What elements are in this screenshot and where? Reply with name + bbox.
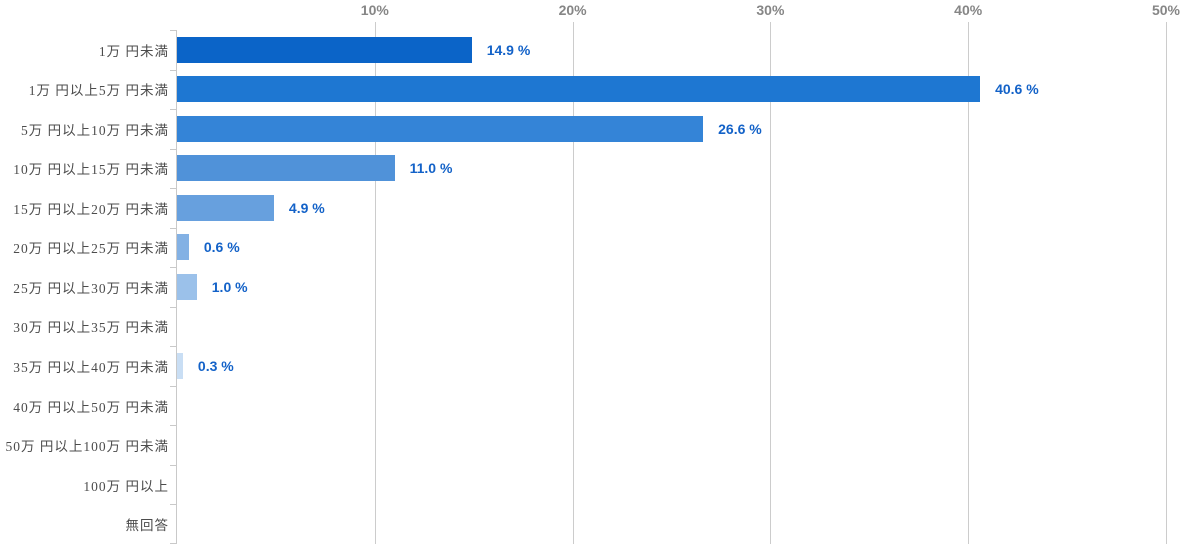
bar — [177, 273, 197, 300]
bar — [177, 155, 395, 182]
value-label: 11.0 % — [409, 160, 453, 177]
bar — [177, 76, 981, 103]
category-label: 30万 円以上35万 円未満 — [13, 320, 169, 336]
bar-row: 40万 円以上50万 円未満 — [13, 385, 1166, 426]
value-label: 0.6 % — [203, 239, 240, 256]
bar — [177, 353, 183, 380]
bar-row: 1万 円未満 14.9 % — [99, 30, 1166, 70]
category-label: 1万 円以上5万 円未満 — [28, 83, 169, 99]
category-label: 25万 円以上30万 円未満 — [13, 280, 169, 296]
value-label: 40.6 % — [995, 81, 1039, 98]
bar — [177, 36, 472, 63]
bar-rows: 1万 円未満 14.9 % 1万 円以上5万 円未満 40.6 % 5万 円以上… — [6, 30, 1166, 544]
gridline — [968, 22, 970, 544]
x-axis-tick-label: 30% — [756, 2, 785, 18]
category-label: 10万 円以上15万 円未満 — [13, 162, 169, 178]
category-label: 無回答 — [125, 518, 169, 534]
category-label: 40万 円以上50万 円未満 — [13, 399, 169, 415]
value-label: 4.9 % — [288, 199, 325, 216]
value-label: 1.0 % — [211, 278, 248, 295]
gridline — [374, 22, 376, 544]
category-label: 35万 円以上40万 円未満 — [13, 360, 169, 376]
bar-row: 50万 円以上100万 円未満 — [6, 425, 1166, 465]
bar-row: 35万 円以上40万 円未満 0.3 % — [13, 346, 1166, 386]
x-axis-tick-label: 10% — [360, 2, 389, 18]
bar — [177, 115, 704, 142]
bar-row: 20万 円以上25万 円未満 0.6 % — [13, 227, 1166, 268]
plot-area: 10% 20% 30% 40% 50% 1万 円未満 14.9 % 1万 円以上5万 円… — [6, 2, 1180, 544]
gridline — [770, 22, 772, 544]
category-label: 1万 円未満 — [98, 43, 169, 59]
bar-row: 30万 円以上35万 円未満 — [13, 306, 1166, 347]
category-label: 100万 円以上 — [83, 478, 169, 494]
bar-row: 1万 円以上5万 円未満 40.6 % — [29, 69, 1166, 110]
bar-row: 10万 円以上15万 円未満 11.0 % — [13, 148, 1166, 189]
value-label: 0.3 % — [197, 358, 234, 375]
x-axis-tick-label: 50% — [1151, 2, 1181, 18]
bar-row: 15万 円以上20万 円未満 4.9 % — [13, 188, 1166, 228]
x-axis-tick-label: 20% — [558, 2, 587, 18]
bar — [177, 234, 189, 261]
category-label: 15万 円以上20万 円未満 — [13, 201, 169, 217]
bar-row: 無回答 — [126, 504, 1166, 544]
bar-row: 5万 円以上10万 円未満 26.6 % — [21, 109, 1166, 149]
value-label: 26.6 % — [718, 120, 762, 137]
gridline — [572, 22, 574, 544]
category-label: 50万 円以上100万 円未満 — [5, 439, 169, 455]
bar-row: 100万 円以上 — [83, 464, 1166, 505]
gridline — [1166, 22, 1167, 544]
value-label: 14.9 % — [486, 41, 531, 58]
category-label: 20万 円以上25万 円未満 — [13, 241, 169, 257]
category-label: 5万 円以上10万 円未満 — [21, 122, 169, 138]
bar — [177, 194, 274, 221]
bar-row: 25万 円以上30万 円未満 1.0 % — [13, 267, 1166, 307]
x-axis-tick-label: 40% — [954, 2, 983, 18]
